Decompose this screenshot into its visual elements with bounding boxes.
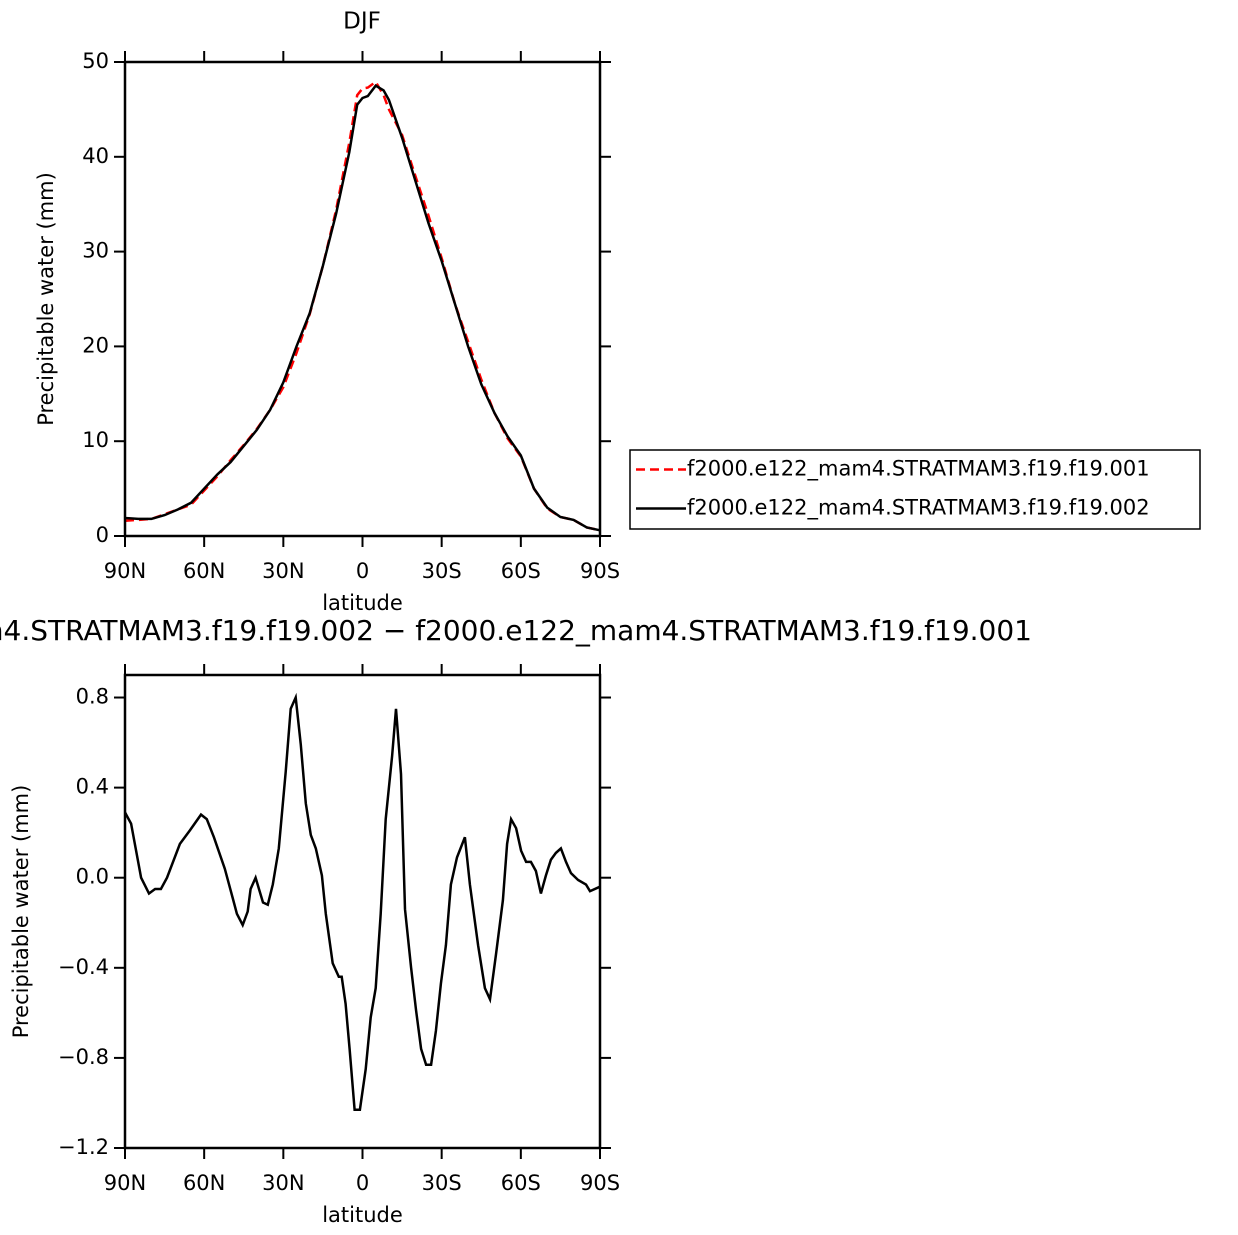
x-tick-label: 30N [262, 559, 304, 583]
x-tick-label: 90N [104, 559, 146, 583]
x-tick-label: 60N [183, 1171, 225, 1195]
x-tick-label: 60S [501, 1171, 541, 1195]
x-tick-label: 90N [104, 1171, 146, 1195]
y-axis-label: Precipitable water (mm) [9, 785, 33, 1039]
y-tick-label: 0.8 [76, 685, 109, 709]
x-tick-label: 30S [422, 1171, 462, 1195]
chart-title: DJF [343, 9, 381, 35]
y-tick-label: 0 [96, 523, 109, 547]
x-tick-label: 30N [262, 1171, 304, 1195]
x-tick-label: 30S [422, 559, 462, 583]
legend-box [629, 449, 1201, 530]
y-tick-label: 50 [82, 49, 109, 73]
y-tick-label: −1.2 [58, 1135, 109, 1159]
y-tick-label: 10 [82, 428, 109, 452]
data-line [123, 692, 601, 1111]
x-tick-label: 60N [183, 559, 225, 583]
legend-label: f2000.e122_mam4.STRATMAM3.f19.f19.002 [687, 496, 1150, 521]
data-line [124, 84, 601, 532]
x-tick-label: 0 [356, 1171, 369, 1195]
y-tick-label: −0.8 [58, 1045, 109, 1069]
y-tick-label: 0.0 [76, 865, 109, 889]
x-tick-label: 0 [356, 559, 369, 583]
y-tick-label: 30 [82, 239, 109, 263]
data-line [124, 80, 601, 532]
legend-label: f2000.e122_mam4.STRATMAM3.f19.f19.001 [687, 457, 1150, 482]
y-tick-label: −0.4 [58, 955, 109, 979]
x-tick-label: 90S [580, 1171, 620, 1195]
plot-frame [123, 60, 602, 538]
y-axis-label: Precipitable water (mm) [34, 172, 58, 426]
x-axis-label: latitude [322, 1203, 403, 1227]
x-tick-label: 60S [501, 559, 541, 583]
y-tick-label: 0.4 [76, 775, 109, 799]
x-tick-label: 90S [580, 559, 620, 583]
y-tick-label: 40 [82, 144, 109, 168]
chart-title: f2000.e122_mam4.STRATMAM3.f19.f19.002 − … [0, 614, 1032, 647]
plot-frame [123, 673, 602, 1150]
x-axis-label: latitude [322, 591, 403, 615]
y-tick-label: 20 [82, 333, 109, 357]
